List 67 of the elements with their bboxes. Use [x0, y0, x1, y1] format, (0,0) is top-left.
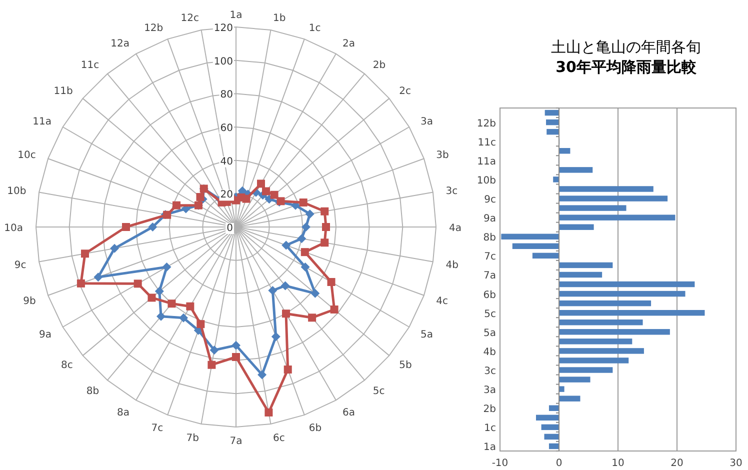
spoke-label: 3b: [436, 150, 449, 162]
y-tick-label: 3a: [484, 385, 496, 396]
y-tick-label: 9a: [484, 214, 496, 225]
spoke-label: 12b: [144, 22, 164, 34]
spoke-label: 1a: [230, 10, 242, 21]
spoke-label: 2a: [342, 38, 355, 50]
x-tick-label: 20: [670, 458, 684, 469]
y-tick-label: 5c: [484, 308, 496, 320]
x-tick-label: 30: [730, 458, 742, 469]
y-tick-label: 4b: [483, 346, 496, 358]
spoke-label: 1b: [272, 13, 286, 24]
spoke-label: 9a: [39, 330, 52, 340]
spoke-label: 7a: [230, 436, 242, 447]
spoke-label: 7c: [151, 423, 164, 434]
y-tick-label: 120: [214, 23, 233, 34]
spoke-label: 5a: [420, 330, 433, 340]
spoke-label: 6a: [342, 407, 355, 418]
y-tick-label: 3c: [484, 366, 496, 378]
y-tick-label: 7c: [484, 252, 496, 263]
spoke-label: 8b: [86, 386, 100, 398]
y-tick-label: 60: [220, 123, 233, 134]
spoke-label: 4a: [449, 223, 462, 234]
y-tick-label: 2b: [483, 404, 496, 416]
x-tick-label: -10: [492, 458, 508, 469]
y-tick-label: 100: [214, 56, 233, 68]
spoke-label: 11a: [32, 116, 52, 128]
spoke-label: 8a: [117, 407, 130, 418]
spoke-label: 12a: [110, 38, 130, 50]
spoke-label: 2c: [399, 86, 412, 98]
y-tick-label: 1c: [484, 423, 496, 434]
y-tick-label: 10b: [476, 175, 496, 186]
y-tick-label: 0: [226, 223, 233, 234]
y-tick-label: 6b: [483, 290, 496, 301]
spoke-label: 6b: [308, 423, 322, 434]
x-tick-label: 0: [556, 458, 562, 469]
spoke-label: 9c: [14, 260, 26, 271]
y-tick-label: 80: [220, 90, 233, 101]
y-tick-label: 5a: [484, 328, 496, 339]
spoke-label: 9b: [23, 296, 36, 307]
y-tick-label: 40: [220, 156, 233, 168]
spoke-label: 5b: [399, 360, 412, 371]
spoke-label: 10a: [4, 223, 23, 234]
spoke-label: 2b: [372, 60, 386, 71]
spoke-label: 11b: [54, 86, 73, 98]
spoke-label: 4c: [436, 296, 448, 307]
spoke-label: 6c: [272, 432, 285, 444]
spoke-label: 3c: [446, 186, 458, 198]
y-tick-label: 9c: [484, 194, 496, 206]
y-tick-label: 1a: [484, 442, 496, 454]
spoke-label: 5c: [372, 386, 385, 398]
y-tick-label: 11a: [477, 156, 496, 168]
spoke-label: 4b: [446, 260, 458, 271]
spoke-label: 11c: [80, 60, 100, 71]
spoke-label: 7b: [186, 432, 200, 444]
y-tick-label: 12b: [476, 118, 496, 130]
spoke-label: 10c: [18, 150, 36, 162]
y-tick-label: 11c: [478, 137, 496, 148]
y-tick-label: 8b: [483, 232, 496, 244]
y-tick-label: 7a: [484, 270, 496, 282]
y-tick-label: 20: [220, 190, 233, 201]
spoke-label: 3a: [420, 116, 433, 128]
chart-title: 土山と亀山の年間各旬 30年平均降雨量比較: [551, 38, 701, 76]
spoke-label: 8c: [60, 360, 73, 371]
spoke-label: 1c: [308, 22, 321, 34]
spoke-label: 12c: [180, 13, 200, 24]
x-tick-label: 10: [612, 458, 624, 469]
spoke-label: 10b: [7, 186, 26, 198]
